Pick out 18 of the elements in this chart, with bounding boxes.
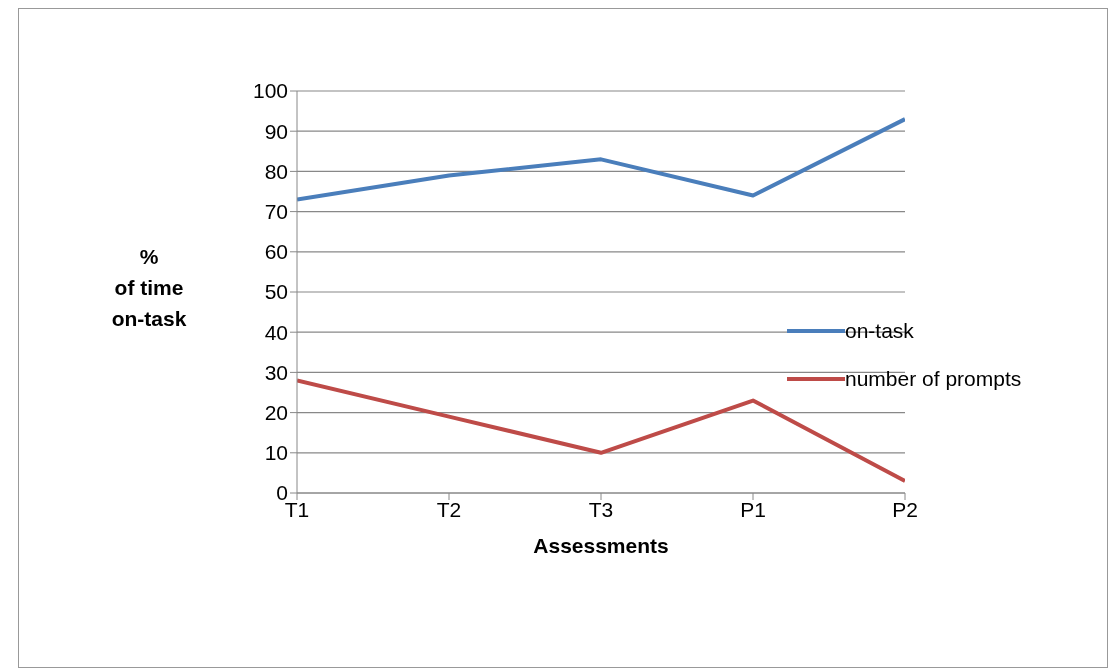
x-tick-label: T2 xyxy=(436,497,462,521)
y-tick-label: 60 xyxy=(264,240,288,264)
x-axis-title: Assessments xyxy=(533,534,669,557)
legend-label: on-task xyxy=(845,319,914,343)
y-tick-label: 10 xyxy=(264,441,288,465)
x-tick-label: P1 xyxy=(740,497,766,521)
y-axis-title: % of time on-task xyxy=(111,245,187,330)
y-tick-label: 30 xyxy=(264,360,288,384)
y-tick-label: 90 xyxy=(264,119,288,143)
y-tick-label: 40 xyxy=(264,320,288,344)
x-tick-label: P2 xyxy=(892,497,918,521)
legend-label: number of prompts xyxy=(845,367,1022,391)
y-tick-label: 20 xyxy=(264,401,288,425)
y-tick-label: 70 xyxy=(264,200,288,224)
y-tick-label: 80 xyxy=(264,159,288,183)
y-tick-label: 100 xyxy=(252,79,288,103)
y-tick-label: 50 xyxy=(264,280,288,304)
x-tick-label: T3 xyxy=(588,497,614,521)
